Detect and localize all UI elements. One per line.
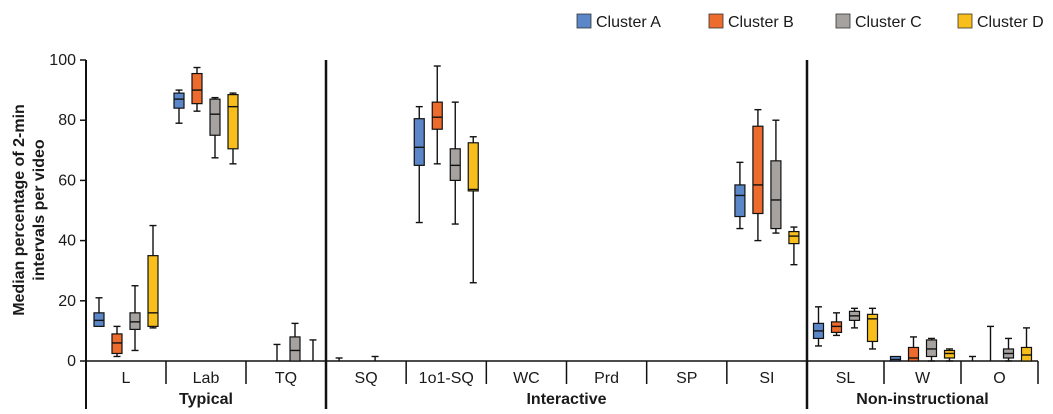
box-iqr — [209, 98, 221, 136]
box-1o1-sq-cluster-d — [467, 136, 479, 284]
legend-swatch-cluster-c — [835, 13, 851, 29]
box-si-cluster-b — [752, 108, 764, 242]
box-lab-cluster-b — [191, 66, 203, 112]
category-label-1o1-sq: 1o1-SQ — [419, 370, 474, 387]
box-iqr — [93, 312, 105, 327]
box-iqr — [1020, 346, 1033, 362]
legend-label-cluster-b: Cluster B — [728, 14, 794, 31]
box-sq-cluster-c — [371, 355, 379, 361]
legend-item-cluster-b: Cluster B — [708, 13, 794, 31]
box-iqr — [943, 349, 956, 359]
category-label-sl: SL — [836, 370, 856, 387]
group-label-interactive: Interactive — [526, 391, 606, 408]
box-iqr — [752, 125, 764, 215]
box-iqr — [413, 118, 425, 166]
box-iqr — [467, 142, 479, 192]
category-label-w: W — [915, 370, 931, 387]
category-label-tq: TQ — [275, 370, 297, 387]
y-tick-label-40: 40 — [58, 233, 76, 250]
box-sl-cluster-d — [866, 307, 879, 350]
axes: 0 20 40 60 80 100 — [49, 52, 1039, 409]
box-l-cluster-b — [111, 325, 123, 358]
box-iqr — [147, 255, 159, 327]
box-sq-cluster-a — [335, 357, 343, 361]
box-iqr — [734, 184, 746, 218]
x-axis-labels: L Lab TQ Typical SQ 1o1-SQ WC Prd SP SI Interactiv… — [122, 370, 1006, 408]
box-iqr — [770, 160, 782, 230]
box-tq-cluster-d — [309, 339, 317, 361]
box-tq-cluster-b — [273, 343, 281, 361]
box-iqr — [907, 346, 920, 362]
y-axis-label-line-1: Median percentage of 2-min — [11, 104, 28, 316]
box-lab-cluster-d — [227, 92, 239, 165]
box-o-cluster-c — [1002, 337, 1015, 362]
legend: Cluster A Cluster B Cluster C Cluster D — [576, 13, 1044, 31]
box-w-cluster-c — [925, 337, 938, 362]
box-1o1-sq-cluster-a — [413, 105, 425, 224]
legend-label-cluster-c: Cluster C — [855, 14, 922, 31]
box-o-cluster-b — [987, 325, 994, 361]
box-w-cluster-d — [943, 348, 956, 362]
box-lab-cluster-a — [173, 89, 185, 124]
box-sl-cluster-a — [812, 306, 825, 347]
legend-item-cluster-d: Cluster D — [957, 13, 1044, 31]
box-tq-cluster-c — [289, 322, 301, 362]
box-iqr — [191, 72, 203, 105]
legend-item-cluster-a: Cluster A — [576, 13, 661, 31]
box-o-cluster-a — [969, 355, 976, 361]
legend-swatch-cluster-b — [708, 13, 724, 29]
legend-swatch-cluster-d — [957, 13, 973, 29]
box-iqr — [129, 312, 141, 330]
y-axis-label-line-2: intervals per video — [31, 139, 48, 281]
category-label-l: L — [122, 370, 131, 387]
group-label-non-instructional: Non-instructional — [856, 391, 988, 408]
box-si-cluster-d — [788, 226, 800, 266]
box-w-cluster-a — [889, 355, 902, 362]
box-iqr — [111, 333, 123, 355]
box-l-cluster-d — [147, 224, 159, 329]
box-1o1-sq-cluster-c — [449, 101, 461, 225]
box-iqr — [449, 148, 461, 181]
legend-label-cluster-d: Cluster D — [977, 14, 1044, 31]
group-label-typical: Typical — [179, 391, 233, 408]
box-o-cluster-d — [1020, 327, 1033, 362]
y-tick-label-100: 100 — [49, 52, 76, 69]
box-iqr — [289, 336, 301, 362]
category-label-o: O — [993, 370, 1005, 387]
box-iqr — [925, 339, 938, 358]
category-label-wc: WC — [513, 370, 540, 387]
y-tick-label-20: 20 — [58, 293, 76, 310]
box-iqr — [227, 94, 239, 150]
box-sl-cluster-b — [830, 312, 843, 337]
box-sl-cluster-c — [848, 307, 861, 329]
box-series — [93, 65, 1033, 362]
y-tick-label-80: 80 — [58, 112, 76, 129]
legend-label-cluster-a: Cluster A — [596, 14, 661, 31]
box-l-cluster-a — [93, 297, 105, 327]
legend-item-cluster-c: Cluster C — [835, 13, 922, 31]
category-label-sq: SQ — [355, 370, 378, 387]
box-iqr — [788, 230, 800, 245]
box-si-cluster-c — [770, 119, 782, 234]
box-iqr — [173, 92, 185, 109]
box-l-cluster-c — [129, 285, 141, 352]
y-axis-label: Median percentage of 2-min intervals per… — [11, 104, 48, 316]
box-iqr — [889, 355, 902, 362]
box-1o1-sq-cluster-b — [431, 65, 443, 165]
legend-swatch-cluster-a — [576, 13, 592, 29]
y-tick-label-60: 60 — [58, 172, 76, 189]
box-w-cluster-b — [907, 336, 920, 362]
category-label-prd: Prd — [594, 370, 619, 387]
category-label-sp: SP — [676, 370, 697, 387]
box-iqr — [830, 321, 843, 334]
box-lab-cluster-c — [209, 96, 221, 159]
category-label-lab: Lab — [193, 370, 220, 387]
category-label-si: SI — [759, 370, 774, 387]
box-iqr — [431, 101, 443, 130]
box-si-cluster-a — [734, 161, 746, 230]
box-iqr — [866, 313, 879, 343]
y-tick-label-0: 0 — [67, 353, 76, 370]
